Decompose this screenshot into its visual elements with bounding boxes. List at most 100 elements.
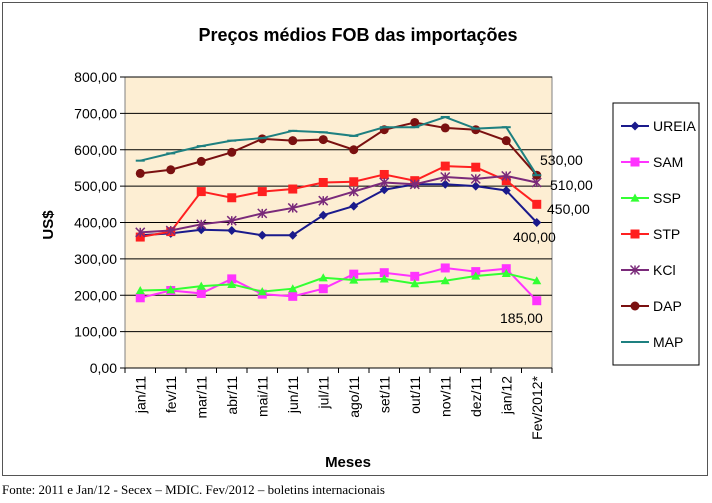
data-point xyxy=(227,274,237,284)
data-point xyxy=(318,210,328,220)
gridlines xyxy=(125,76,552,333)
y-tick-label: 500,00 xyxy=(74,178,117,194)
y-tick-label: 0,00 xyxy=(90,360,117,376)
x-tick-label: out/11 xyxy=(407,376,423,414)
series-map xyxy=(135,115,542,177)
legend-entry-stp: STP xyxy=(621,226,680,242)
data-point xyxy=(227,279,237,288)
data-point xyxy=(257,230,267,240)
series-line xyxy=(140,165,538,239)
y-axis-label: US$ xyxy=(40,210,57,240)
y-tick-label: 800,00 xyxy=(74,69,117,85)
data-point xyxy=(318,177,328,187)
series-line xyxy=(140,115,538,176)
data-point xyxy=(349,269,359,279)
y-tick-label: 400,00 xyxy=(74,215,117,231)
data-point xyxy=(471,181,481,191)
line-chart: Preços médios FOB das importações 0,00 10… xyxy=(40,25,700,471)
legend-marker xyxy=(629,264,641,276)
data-point xyxy=(135,227,146,238)
data-point xyxy=(379,169,389,179)
data-point xyxy=(501,176,511,186)
data-point xyxy=(318,135,328,145)
legend-entries: UREIA SAM SSP STP KCl DAP MAP xyxy=(621,118,696,350)
series-line xyxy=(140,121,538,176)
legend-marker xyxy=(630,229,640,239)
data-point xyxy=(227,193,237,203)
series-line xyxy=(140,183,538,237)
data-point xyxy=(471,162,481,172)
chart-title: Preços médios FOB das importações xyxy=(198,25,517,45)
data-point xyxy=(288,284,298,293)
data-point xyxy=(257,287,267,296)
data-point xyxy=(257,187,267,197)
x-tick-label: ago/11 xyxy=(346,376,362,418)
y-tick-label: 600,00 xyxy=(74,142,117,158)
data-point xyxy=(440,172,451,183)
data-point xyxy=(227,226,237,236)
legend-marker xyxy=(630,301,640,311)
series-line xyxy=(140,174,537,234)
x-tick-label: mai/11 xyxy=(254,376,270,417)
data-point xyxy=(318,195,329,206)
series-dap xyxy=(135,117,542,180)
data-point xyxy=(532,199,542,209)
data-point xyxy=(196,219,207,230)
data-point xyxy=(470,173,481,184)
data-label: 400,00 xyxy=(513,229,556,245)
series-ssp xyxy=(135,268,542,296)
legend-label: MAP xyxy=(653,334,683,350)
legend-label: SSP xyxy=(653,190,681,206)
x-tick-label: set/11 xyxy=(376,376,392,413)
data-point xyxy=(288,291,298,301)
x-tick-label: jan/11 xyxy=(132,376,148,414)
data-point xyxy=(410,279,420,288)
data-point xyxy=(379,268,389,278)
data-point xyxy=(165,225,176,236)
legend-entry-dap: DAP xyxy=(621,298,682,314)
legend-label: UREIA xyxy=(653,118,696,134)
data-point xyxy=(227,147,237,157)
series-layer xyxy=(135,115,542,306)
data-point xyxy=(318,273,328,282)
data-point xyxy=(471,271,481,280)
data-point xyxy=(135,286,145,295)
legend-marker xyxy=(630,121,640,131)
legend-entry-ssp: SSP xyxy=(621,190,681,206)
series-kcl xyxy=(135,170,542,238)
data-point xyxy=(196,288,206,298)
x-tick-label: nov/11 xyxy=(437,376,453,417)
data-point xyxy=(226,215,237,226)
data-point xyxy=(135,232,145,242)
legend-entry-kcl: KCl xyxy=(621,262,676,278)
data-point xyxy=(379,177,390,188)
data-point xyxy=(166,285,176,294)
y-tick-label: 200,00 xyxy=(74,287,117,303)
data-point xyxy=(349,275,359,284)
data-point xyxy=(501,264,511,274)
y-tick-label: 100,00 xyxy=(74,324,117,340)
data-point xyxy=(288,184,298,194)
data-point xyxy=(379,274,389,283)
data-point xyxy=(440,179,450,189)
data-point xyxy=(440,263,450,273)
data-point xyxy=(257,208,268,219)
legend-label: KCl xyxy=(653,262,676,278)
y-tick-label: 700,00 xyxy=(74,105,117,121)
data-point xyxy=(440,123,450,133)
legend-label: STP xyxy=(653,226,680,242)
data-point xyxy=(166,165,176,175)
data-point xyxy=(532,218,542,227)
x-tick-label: fev/11 xyxy=(163,376,179,413)
data-point xyxy=(501,136,511,146)
legend-entry-sam: SAM xyxy=(621,154,683,170)
data-point xyxy=(501,170,512,181)
data-point xyxy=(318,284,328,294)
data-point xyxy=(440,276,450,285)
data-point xyxy=(379,185,389,195)
data-point xyxy=(532,276,542,285)
data-point xyxy=(410,271,420,281)
data-point xyxy=(440,161,450,171)
data-point xyxy=(349,145,359,155)
data-label-layer: 530,00 510,00 450,00 400,00 185,00 xyxy=(500,152,593,326)
